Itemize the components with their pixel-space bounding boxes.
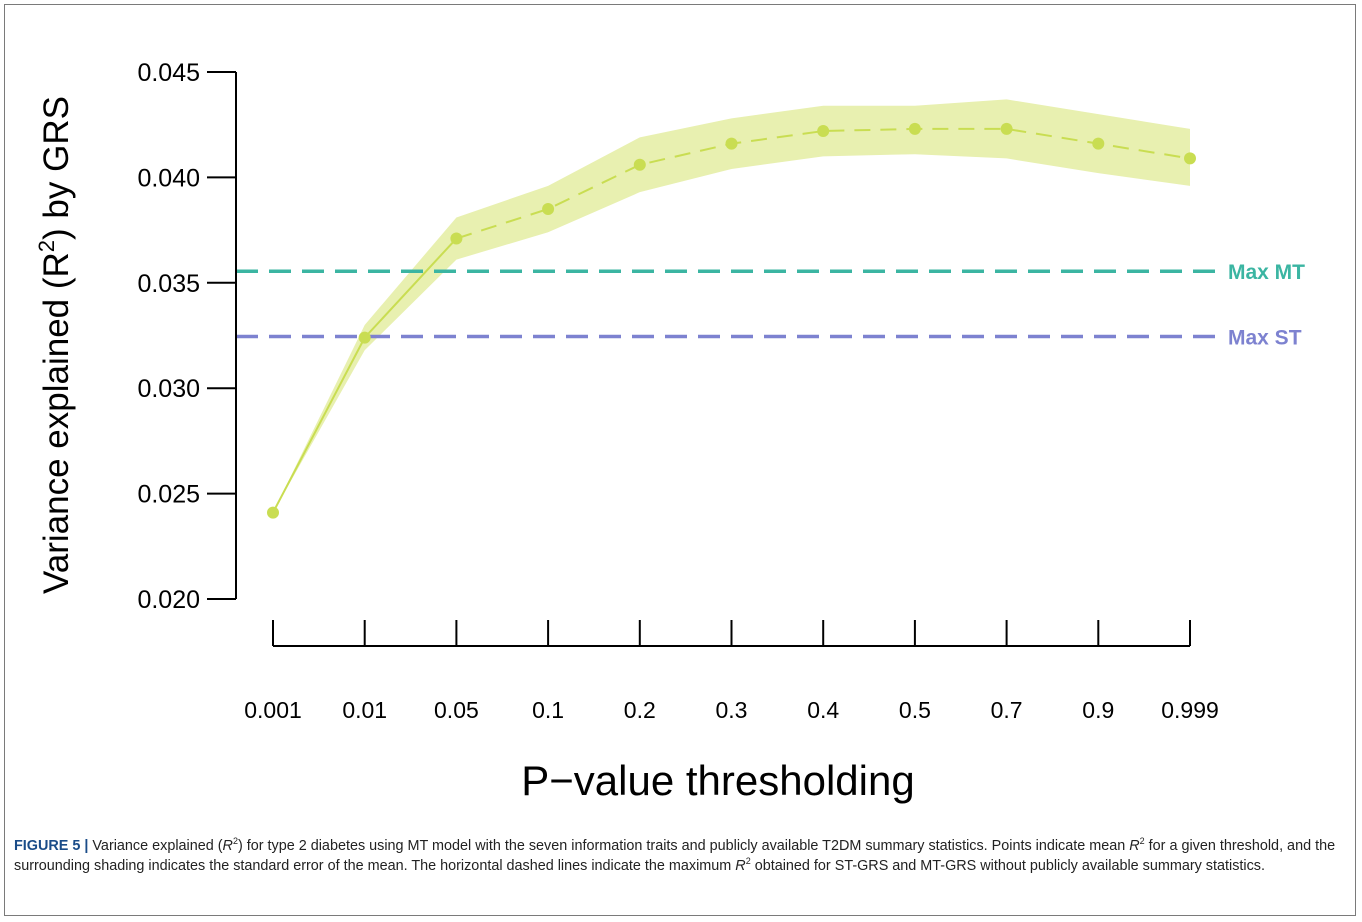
x-tick-label: 0.5 <box>899 697 931 723</box>
se-band <box>273 99 1190 513</box>
caption-sup: 2 <box>745 856 751 867</box>
caption-text-2: ) for type 2 diabetes using MT model wit… <box>237 838 1130 854</box>
data-point-0.001 <box>267 506 279 519</box>
se-band-layer <box>273 99 1190 513</box>
caption-text-4: obtained for ST-GRS and MT-GRS without p… <box>750 858 1265 874</box>
caption-r: R <box>1129 838 1140 854</box>
x-tick-label: 0.05 <box>434 697 479 723</box>
y-tick-label: 0.040 <box>137 164 200 192</box>
series-points-layer <box>267 122 1196 519</box>
series-line-dashed <box>456 127 1191 240</box>
data-point-0.3 <box>725 137 738 150</box>
reference-label: Max ST <box>1228 327 1302 350</box>
data-point-0.01 <box>358 331 371 344</box>
y-tick-label: 0.025 <box>137 481 200 509</box>
caption-r: R <box>735 858 746 874</box>
series-line-layer <box>272 127 1191 514</box>
caption-text-1: Variance explained ( <box>88 838 223 854</box>
x-tick-label: 0.3 <box>716 697 748 723</box>
caption-sup: 2 <box>232 836 238 847</box>
data-point-0.05 <box>450 232 463 245</box>
data-point-0.5 <box>908 122 921 135</box>
y-axis-label: Variance explained (R2) by GRS <box>34 96 76 594</box>
y-tick-label: 0.045 <box>137 59 200 87</box>
caption-text-3: for a given threshold, and the surroundi… <box>14 838 1336 874</box>
data-point-0.9 <box>1092 137 1105 150</box>
x-tick-label: 0.001 <box>244 697 302 723</box>
data-point-0.999 <box>1184 152 1196 165</box>
figure-caption: FIGURE 5 | Variance explained (R2) for t… <box>14 836 1344 876</box>
data-point-0.4 <box>817 125 830 138</box>
data-point-0.1 <box>542 203 555 216</box>
x-tick-label: 0.2 <box>624 697 656 723</box>
y-tick-label: 0.030 <box>137 375 200 403</box>
reference-lines-layer: Max MT Max ST <box>236 261 1305 350</box>
x-tick-label: 0.01 <box>342 697 387 723</box>
x-axis: 0.001 0.01 0.05 0.1 0.2 0.3 0.4 0.5 0.7 0.9 0.999 <box>244 620 1219 723</box>
x-tick-label: 0.7 <box>991 697 1023 723</box>
x-axis-label: P−value thresholding <box>521 757 914 804</box>
data-point-0.7 <box>1000 122 1013 135</box>
caption-sup: 2 <box>1139 836 1145 847</box>
x-tick-label: 0.9 <box>1082 697 1114 723</box>
x-tick-label: 0.999 <box>1161 697 1219 723</box>
caption-r: R <box>222 838 233 854</box>
data-point-0.2 <box>633 158 646 171</box>
x-tick-label: 0.1 <box>532 697 564 723</box>
y-tick-label: 0.035 <box>137 270 200 298</box>
y-tick-label: 0.020 <box>137 586 200 614</box>
y-axis: 0.020 0.025 0.030 0.035 0.040 0.045 <box>137 59 237 614</box>
caption-lead: FIGURE 5 | <box>14 838 89 854</box>
x-tick-label: 0.4 <box>807 697 839 723</box>
reference-label: Max MT <box>1228 261 1305 284</box>
